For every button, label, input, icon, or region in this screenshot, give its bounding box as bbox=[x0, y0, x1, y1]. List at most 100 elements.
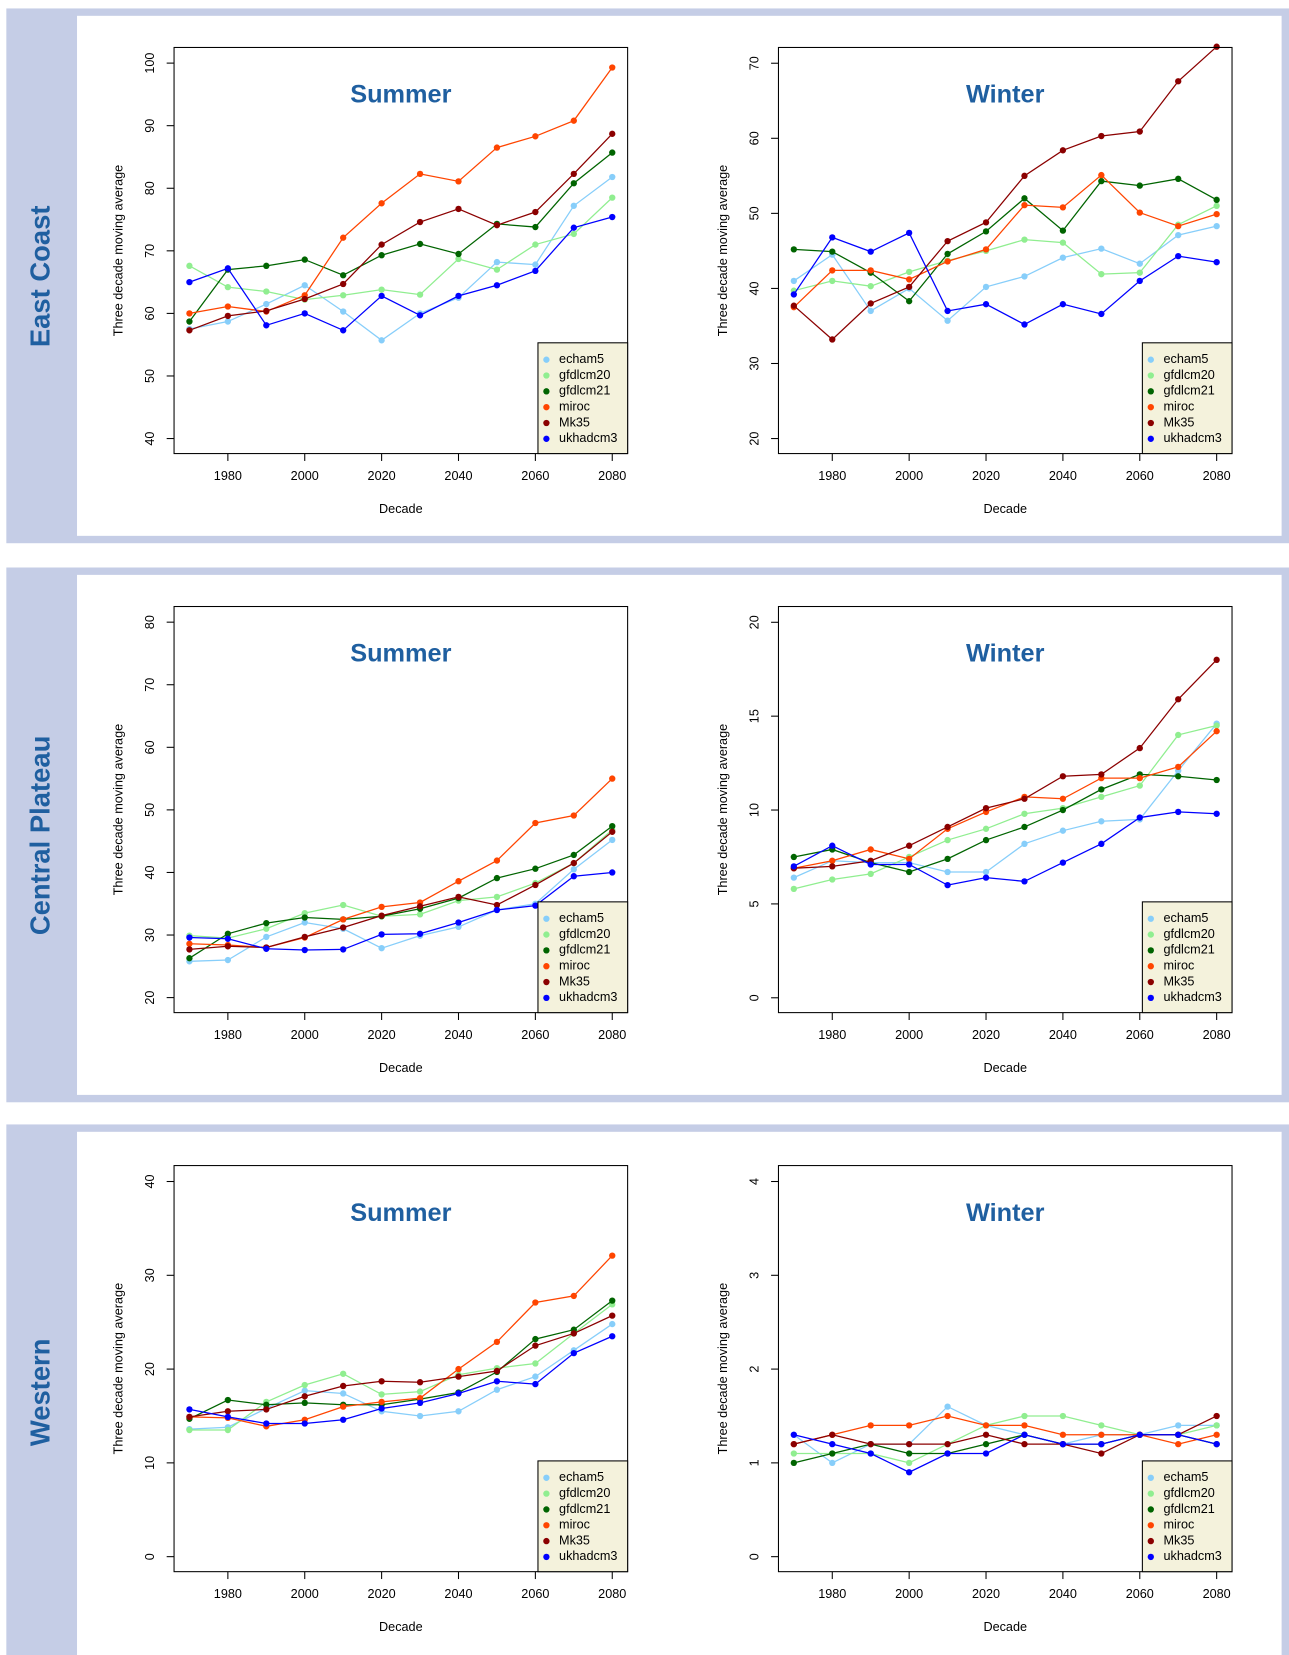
data-point bbox=[982, 283, 990, 291]
data-point bbox=[263, 307, 270, 315]
data-point bbox=[340, 901, 347, 909]
data-point bbox=[340, 292, 347, 299]
data-point bbox=[493, 282, 501, 289]
y-tick-label: 20 bbox=[748, 432, 762, 446]
data-point bbox=[1021, 840, 1028, 847]
data-point bbox=[982, 1431, 990, 1438]
data-point bbox=[905, 842, 913, 849]
data-point bbox=[301, 1393, 308, 1400]
y-tick-label: 30 bbox=[748, 356, 762, 370]
data-point bbox=[340, 1403, 347, 1410]
data-point bbox=[609, 1252, 616, 1259]
data-point bbox=[455, 205, 462, 213]
data-point bbox=[1059, 1440, 1067, 1448]
legend-marker bbox=[1147, 388, 1154, 395]
data-point bbox=[570, 866, 577, 873]
series-line bbox=[189, 1303, 613, 1431]
data-point bbox=[905, 861, 913, 868]
data-point bbox=[790, 1459, 798, 1467]
x-tick-label: 2060 bbox=[1126, 1028, 1154, 1042]
x-tick-label: 2020 bbox=[972, 469, 1000, 483]
data-point bbox=[224, 1408, 232, 1415]
plot-frame bbox=[173, 46, 629, 455]
data-point bbox=[301, 914, 308, 921]
data-point bbox=[186, 934, 193, 941]
data-point bbox=[416, 903, 424, 910]
y-tick-label: 10 bbox=[748, 803, 762, 817]
data-point bbox=[905, 1440, 913, 1448]
series-line bbox=[793, 1434, 1217, 1473]
data-point bbox=[829, 1459, 836, 1467]
data-point bbox=[455, 250, 462, 258]
legend-label: Mk35 bbox=[1163, 415, 1194, 429]
data-point bbox=[532, 1299, 539, 1306]
data-point bbox=[1136, 774, 1143, 782]
data-point bbox=[944, 823, 951, 831]
data-point bbox=[224, 956, 232, 964]
data-point bbox=[1136, 782, 1143, 789]
row-label: East Coast bbox=[24, 206, 55, 348]
data-point bbox=[340, 280, 347, 288]
data-point bbox=[609, 130, 616, 137]
data-point bbox=[1175, 731, 1182, 739]
chart: Summer Decade Three decade moving average 1… bbox=[112, 1165, 629, 1634]
x-tick-label: 2080 bbox=[598, 469, 626, 483]
chart: Summer Decade Three decade moving average 1… bbox=[112, 605, 629, 1075]
y-tick-label: 30 bbox=[143, 928, 157, 942]
plot-frame bbox=[173, 1165, 629, 1573]
legend-label: Mk35 bbox=[559, 1533, 590, 1547]
data-point bbox=[455, 255, 462, 263]
x-tick-label: 2080 bbox=[1203, 1028, 1231, 1042]
data-point bbox=[790, 863, 798, 870]
data-point bbox=[378, 1378, 385, 1385]
y-tick-label: 20 bbox=[143, 991, 157, 1005]
legend-label: gfdlcm20 bbox=[559, 368, 610, 382]
series-line bbox=[793, 225, 1217, 322]
data-point bbox=[493, 266, 501, 273]
data-point bbox=[1098, 270, 1105, 278]
x-tick-label: 2020 bbox=[972, 1028, 1000, 1042]
legend-marker bbox=[1147, 1537, 1154, 1545]
data-point bbox=[301, 933, 308, 941]
data-point bbox=[378, 931, 385, 938]
data-point bbox=[570, 873, 577, 880]
data-point bbox=[378, 1398, 385, 1406]
data-point bbox=[867, 870, 874, 878]
legend-marker bbox=[1147, 994, 1154, 1002]
data-point bbox=[1021, 236, 1028, 243]
data-point bbox=[1175, 222, 1182, 230]
data-point bbox=[340, 272, 347, 279]
data-point bbox=[532, 261, 539, 268]
data-point bbox=[224, 1426, 232, 1434]
y-tick-label: 50 bbox=[143, 369, 157, 383]
legend-box bbox=[537, 342, 629, 455]
data-point bbox=[455, 878, 462, 885]
legend-box bbox=[537, 901, 629, 1014]
data-point bbox=[790, 277, 798, 285]
y-tick-label: 5 bbox=[748, 900, 762, 907]
series-line bbox=[189, 133, 613, 331]
x-tick-label: 2020 bbox=[368, 469, 396, 483]
data-point bbox=[186, 278, 193, 286]
x-tick-label: 2000 bbox=[291, 1587, 319, 1601]
series-line bbox=[793, 811, 1217, 886]
data-point bbox=[790, 853, 798, 861]
series-line bbox=[793, 730, 1218, 869]
x-tick-label: 2020 bbox=[368, 1028, 396, 1042]
y-axis-label: Three decade moving average bbox=[716, 165, 730, 336]
data-point bbox=[416, 1388, 424, 1395]
data-point bbox=[416, 1412, 424, 1420]
data-point bbox=[378, 337, 385, 344]
legend-label: gfdlcm20 bbox=[559, 1486, 610, 1500]
legend-label: Mk35 bbox=[559, 974, 590, 988]
data-point bbox=[982, 1450, 990, 1457]
data-point bbox=[263, 933, 270, 941]
x-tick-label: 2040 bbox=[444, 469, 472, 483]
chart: Summer Decade Three decade moving average 1… bbox=[112, 46, 629, 516]
data-point bbox=[378, 1405, 385, 1412]
legend-marker bbox=[1147, 1506, 1154, 1513]
data-point bbox=[790, 1450, 798, 1457]
legend-marker bbox=[543, 947, 550, 954]
